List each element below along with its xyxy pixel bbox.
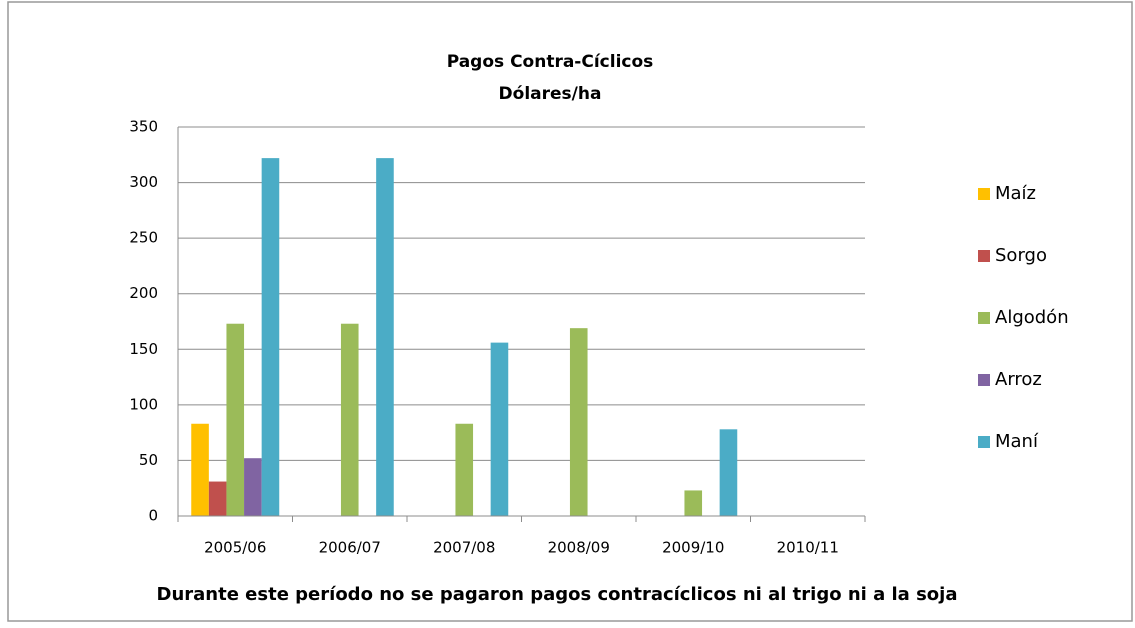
x-tick-label: 2007/08	[433, 539, 495, 557]
legend-swatch	[978, 374, 990, 386]
y-tick-label: 300	[129, 173, 158, 191]
y-tick-label: 100	[129, 395, 158, 413]
legend-swatch	[978, 312, 990, 324]
legend-label: Maíz	[995, 183, 1036, 204]
bar	[569, 328, 588, 516]
chart-border	[7, 1, 1133, 622]
y-tick-label: 350	[129, 118, 158, 136]
y-tick-label: 0	[148, 507, 158, 525]
y-tick-label: 50	[139, 451, 158, 469]
bar	[226, 323, 245, 516]
y-tick-label: 250	[129, 229, 158, 247]
x-tick-label: 2009/10	[662, 539, 724, 557]
bar	[208, 481, 227, 516]
legend-label: Sorgo	[995, 245, 1047, 266]
bar	[684, 490, 703, 516]
x-tick-label: 2010/11	[777, 539, 839, 557]
legend-label: Maní	[995, 431, 1039, 452]
bar	[244, 458, 262, 516]
legend-label: Algodón	[995, 307, 1069, 328]
legend-swatch	[978, 436, 990, 448]
y-tick-label: 150	[129, 340, 158, 358]
y-tick-label: 200	[129, 284, 158, 302]
legend-swatch	[978, 250, 990, 262]
legend-swatch	[978, 188, 990, 200]
x-tick-label: 2005/06	[204, 539, 266, 557]
chart-title: Pagos Contra-Cíclicos	[447, 52, 654, 72]
bar	[376, 158, 394, 516]
bar	[261, 158, 280, 516]
bar	[191, 423, 209, 516]
bar	[490, 342, 509, 516]
x-tick-label: 2006/07	[319, 539, 381, 557]
legend-label: Arroz	[995, 369, 1042, 390]
annotation: Durante este período no se pagaron pagos…	[157, 584, 958, 605]
bar	[719, 429, 738, 516]
bar	[455, 423, 474, 516]
chart-subtitle: Dólares/ha	[499, 84, 602, 104]
bar	[340, 323, 359, 516]
x-tick-label: 2008/09	[548, 539, 610, 557]
